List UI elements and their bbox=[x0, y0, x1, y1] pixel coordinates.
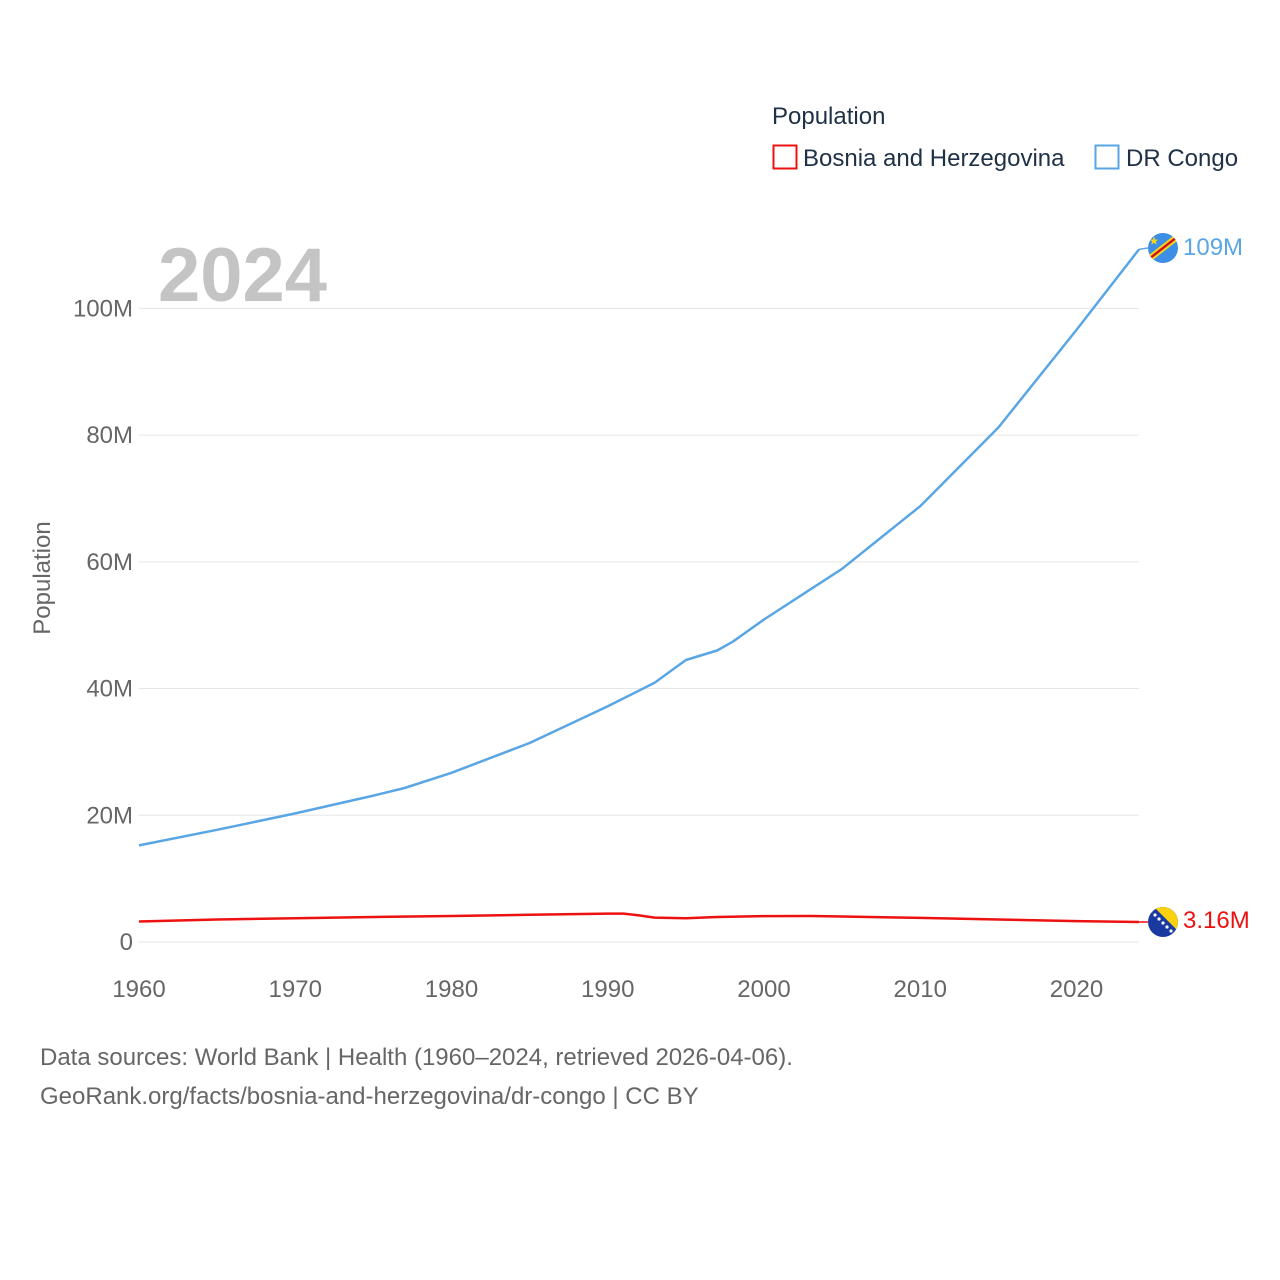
legend-label-bosnia: Bosnia and Herzegovina bbox=[803, 145, 1065, 172]
y-tick-label: 40M bbox=[86, 676, 133, 703]
end-label-bosnia: 3.16M bbox=[1183, 907, 1250, 934]
bosnia-flag-icon bbox=[1148, 907, 1178, 937]
x-tick-label: 2020 bbox=[1050, 976, 1103, 1003]
gridlines bbox=[139, 307, 1139, 943]
x-tick-label: 1970 bbox=[269, 976, 322, 1003]
y-tick-label: 60M bbox=[86, 549, 133, 576]
x-tick-label: 1990 bbox=[581, 976, 634, 1003]
footer-attribution[interactable]: GeoRank.org/facts/bosnia-and-herzegovina… bbox=[40, 1083, 699, 1110]
end-label-dr-congo: 109M bbox=[1183, 234, 1243, 261]
legend-item-dr-congo[interactable]: DR Congo bbox=[1094, 144, 1239, 172]
y-tick-label: 100M bbox=[73, 295, 133, 322]
y-tick-label: 80M bbox=[86, 422, 133, 449]
y-tick-label: 20M bbox=[86, 802, 133, 829]
legend-title: Population bbox=[772, 103, 885, 130]
footer-sources: Data sources: World Bank | Health (1960–… bbox=[40, 1044, 793, 1071]
legend-swatch-bosnia bbox=[772, 144, 798, 170]
x-tick-label: 1980 bbox=[425, 976, 478, 1003]
series-line-bosnia bbox=[138, 912, 1140, 924]
x-tick-label: 1960 bbox=[112, 976, 165, 1003]
x-tick-label: 2000 bbox=[737, 976, 790, 1003]
y-axis-title: Population bbox=[29, 521, 56, 634]
series-line-dr-congo bbox=[138, 248, 1140, 847]
x-axis-ticks: 1960 1970 1980 1990 2000 2010 2020 bbox=[112, 976, 1103, 1003]
y-axis-ticks: 0 20M 40M 60M 80M 100M bbox=[73, 295, 133, 956]
legend: Population Bosnia and Herzegovina DR Con… bbox=[772, 103, 1238, 172]
x-tick-label: 2010 bbox=[894, 976, 947, 1003]
legend-label-dr-congo: DR Congo bbox=[1126, 145, 1238, 172]
y-tick-label: 0 bbox=[120, 929, 133, 956]
connector-dr-congo bbox=[1138, 247, 1149, 251]
legend-swatch-dr-congo bbox=[1094, 144, 1120, 170]
legend-item-bosnia[interactable]: Bosnia and Herzegovina bbox=[772, 144, 1066, 172]
year-label: 2024 bbox=[158, 233, 327, 318]
